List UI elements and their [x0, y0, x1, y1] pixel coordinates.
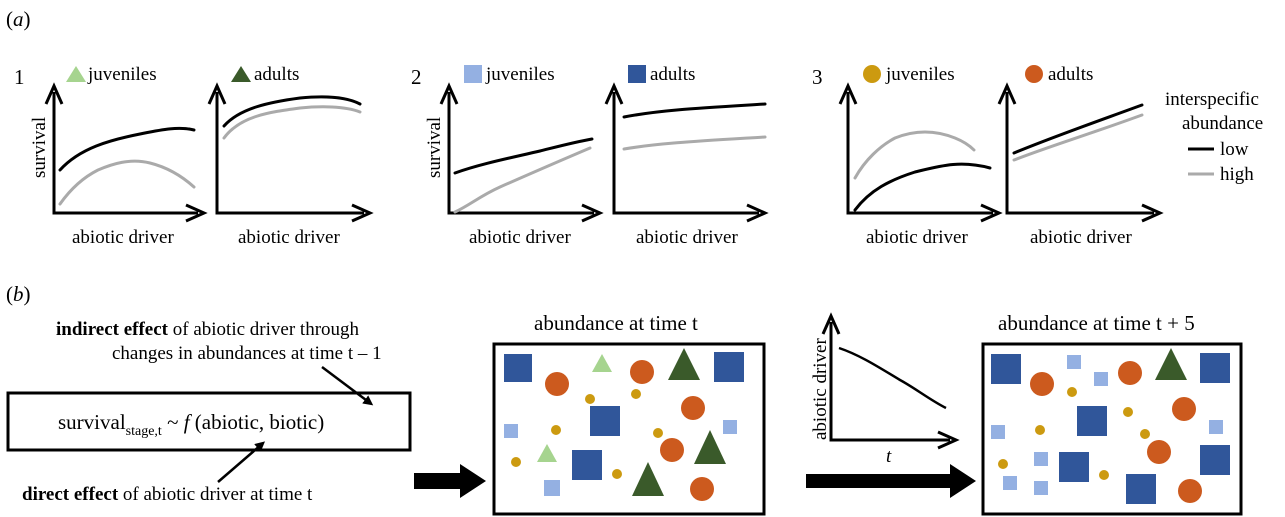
x-label-g1-adult: abiotic driver: [238, 227, 340, 248]
group-number-3: 3: [812, 65, 823, 89]
indirect-pointer-arrow: [321, 366, 374, 406]
curve-g2-juv-high: [453, 146, 592, 214]
curve-g2-juv-low: [453, 137, 594, 175]
box1-title: abundance at time t: [534, 311, 698, 335]
legend-title-line1: interspecific: [1165, 89, 1259, 110]
flow-arrow-1: [414, 464, 486, 498]
survival-curves: [58, 95, 1144, 214]
juvenile-square-marker: [464, 65, 482, 83]
curve-g1-adult-high: [222, 105, 362, 140]
curve-g3-adult-high: [1012, 113, 1144, 162]
stage-label-g2-adult: adults: [650, 64, 695, 85]
panel-b-label: (b): [6, 282, 31, 306]
juvenile-circle-marker: [863, 65, 881, 83]
stage-label-g1-juv: juveniles: [87, 64, 157, 85]
y-label-g2: survival: [424, 117, 445, 178]
abundance-shapes-t: [504, 348, 744, 501]
direct-pointer-arrow: [217, 441, 266, 483]
panel-a-label: (a): [6, 7, 31, 31]
driver-curve: [838, 346, 947, 410]
group-number-1: 1: [14, 65, 25, 89]
driver-y-label: abiotic driver: [810, 338, 831, 440]
abundance-shapes-t5: [991, 348, 1230, 504]
plot-axes: [44, 82, 1164, 223]
x-label-g1-juv: abiotic driver: [72, 227, 174, 248]
axes-g2-juv: [447, 92, 594, 215]
group-number-2: 2: [411, 65, 422, 89]
direct-effect-text: direct effect of abiotic driver at time …: [22, 484, 313, 505]
indirect-effect-line2: changes in abundances at time t – 1: [112, 343, 382, 364]
abundance-box-t: [492, 342, 766, 516]
curve-g3-juv-low: [853, 162, 992, 212]
curve-g1-juv-low: [58, 126, 196, 172]
curve-g3-juv-high: [853, 130, 976, 180]
curve-g1-juv-high: [58, 159, 196, 206]
driver-axes: [821, 312, 960, 450]
abundance-box-t5: [981, 342, 1243, 516]
axes-g1-adult: [215, 92, 364, 215]
stage-label-g3-juv: juveniles: [885, 64, 955, 85]
stage-label-g2-juv: juveniles: [485, 64, 555, 85]
indirect-effect-line1: indirect effect of abiotic driver throug…: [56, 319, 360, 340]
legend-low-label: low: [1220, 139, 1249, 160]
x-label-g3-juv: abiotic driver: [866, 227, 968, 248]
curve-g1-adult-low: [222, 95, 362, 128]
legend-title-line2: abundance: [1182, 113, 1263, 134]
y-label-g1: survival: [29, 117, 50, 178]
box2-title: abundance at time t + 5: [998, 311, 1195, 335]
juvenile-triangle-marker: [66, 66, 86, 82]
x-label-g3-adult: abiotic driver: [1030, 227, 1132, 248]
axes-g1-juv: [52, 92, 198, 215]
axes-g3-adult: [1005, 92, 1154, 215]
legend-high-label: high: [1220, 164, 1254, 185]
stage-label-g3-adult: adults: [1048, 64, 1093, 85]
flow-arrow-2: [806, 464, 976, 498]
axes-g2-adult: [612, 92, 759, 215]
x-label-g2-adult: abiotic driver: [636, 227, 738, 248]
driver-x-label: t: [886, 446, 892, 467]
curve-g3-adult-low: [1012, 103, 1144, 155]
axes-g3-juv: [846, 92, 993, 215]
adult-circle-marker: [1025, 65, 1043, 83]
formula: survivalstage,t ~ f (abiotic, biotic): [58, 410, 324, 439]
curve-g2-adult-low: [622, 102, 767, 119]
x-label-g2-juv: abiotic driver: [469, 227, 571, 248]
formula-box: [6, 391, 412, 452]
curve-g2-adult-high: [622, 135, 767, 151]
adult-square-marker: [628, 65, 646, 83]
stage-label-g1-adult: adults: [254, 64, 299, 85]
adult-triangle-marker: [231, 66, 251, 82]
